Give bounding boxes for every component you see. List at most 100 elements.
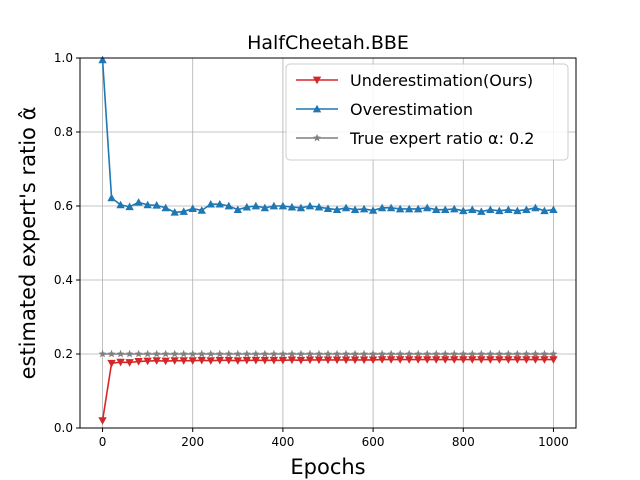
data-point — [423, 203, 432, 212]
data-point — [531, 203, 540, 212]
data-point — [368, 206, 378, 214]
data-point — [468, 349, 477, 358]
data-point — [206, 357, 215, 365]
data-point — [360, 349, 369, 358]
data-point — [323, 204, 333, 212]
data-point — [125, 202, 134, 211]
data-point — [324, 349, 332, 358]
data-point — [386, 356, 396, 364]
data-point — [224, 201, 233, 210]
data-point — [504, 349, 513, 358]
data-point — [287, 356, 297, 365]
data-point — [242, 349, 251, 358]
data-point — [305, 349, 314, 358]
data-point — [333, 349, 342, 358]
data-point — [233, 357, 243, 365]
data-point — [495, 349, 504, 358]
data-point — [459, 356, 468, 364]
data-point — [522, 356, 531, 364]
data-point — [404, 204, 414, 213]
data-point — [116, 349, 125, 358]
data-point — [423, 349, 432, 358]
data-point — [549, 356, 558, 364]
data-point — [368, 356, 378, 365]
legend-box — [285, 63, 569, 161]
chart-title: HalfCheetah.BBE — [247, 32, 409, 54]
data-point — [224, 356, 233, 365]
data-point — [477, 207, 486, 215]
data-point — [387, 349, 396, 358]
data-point — [423, 356, 432, 364]
legend-marker — [312, 104, 322, 113]
data-point — [215, 199, 224, 208]
data-point — [531, 356, 540, 364]
data-point — [341, 203, 351, 212]
data-point — [188, 204, 197, 212]
data-point — [450, 204, 459, 213]
data-point — [359, 356, 369, 365]
data-point — [513, 206, 522, 215]
data-point — [332, 205, 342, 214]
data-point — [540, 349, 549, 358]
data-point — [170, 208, 179, 216]
data-point — [116, 358, 125, 367]
data-point — [98, 55, 107, 64]
x-axis: 0 200 400 600 800 1000 — [99, 428, 569, 449]
data-point — [323, 356, 333, 365]
data-point — [161, 349, 170, 358]
x-tick-label: 1000 — [538, 435, 569, 449]
data-point — [504, 356, 513, 364]
data-point — [134, 358, 143, 366]
plot-frame — [79, 57, 577, 429]
data-point — [513, 349, 522, 358]
data-point — [278, 349, 287, 358]
data-point — [170, 357, 179, 365]
data-point — [450, 349, 459, 358]
data-point — [161, 203, 170, 212]
data-point — [116, 200, 125, 209]
y-axis: 0.0 0.2 0.4 0.6 0.8 1.0 — [54, 51, 80, 435]
data-point — [296, 349, 305, 358]
data-point — [369, 349, 378, 358]
data-point — [504, 205, 513, 214]
data-point — [441, 349, 450, 358]
data-point — [395, 204, 405, 213]
x-tick-label: 0 — [99, 435, 107, 449]
data-point — [215, 349, 224, 358]
data-point — [305, 356, 315, 365]
legend: Underestimation(Ours) Overestimation True … — [285, 63, 569, 161]
data-point — [143, 200, 152, 209]
data-point — [513, 356, 522, 364]
data-point — [432, 349, 441, 358]
y-tick-label: 0.4 — [54, 273, 73, 287]
legend-label: Overestimation — [350, 100, 473, 119]
data-point — [125, 359, 134, 367]
data-point — [188, 349, 197, 358]
data-point — [179, 357, 188, 365]
data-point — [540, 206, 549, 215]
data-point — [477, 356, 486, 364]
data-point — [215, 356, 224, 365]
series-2 — [98, 349, 558, 358]
data-point — [495, 356, 504, 364]
data-point — [260, 356, 270, 365]
data-point — [260, 203, 270, 212]
data-point — [134, 349, 143, 358]
data-point — [305, 201, 315, 210]
data-point — [251, 201, 261, 210]
data-point — [486, 205, 495, 214]
x-tick-label: 800 — [452, 435, 475, 449]
data-point — [432, 205, 441, 214]
data-point — [143, 349, 152, 358]
data-point — [359, 204, 369, 213]
data-point — [152, 357, 161, 365]
data-point — [134, 198, 143, 206]
series-layer — [98, 55, 558, 425]
data-point — [341, 356, 351, 365]
data-point — [468, 205, 477, 214]
data-point — [206, 349, 215, 358]
data-point — [98, 349, 107, 358]
data-point — [540, 356, 549, 364]
data-point — [107, 193, 116, 202]
